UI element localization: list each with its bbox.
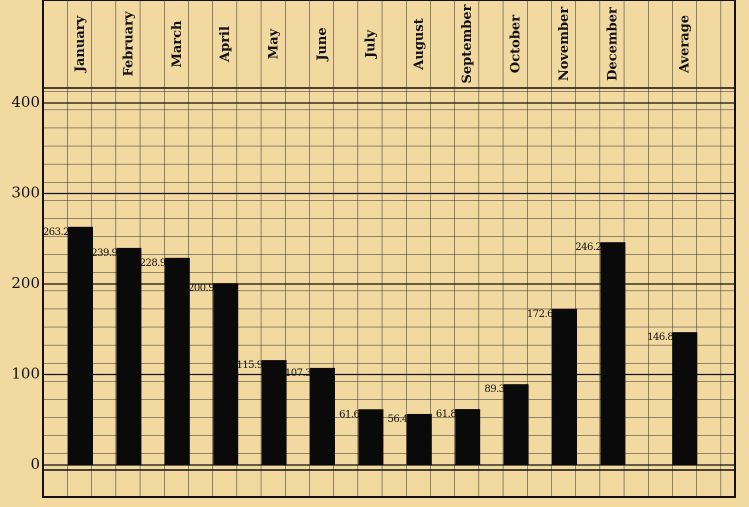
x-tick-label: September: [460, 4, 475, 83]
bar: [213, 283, 239, 465]
frame: [42, 0, 736, 498]
x-tick-label: Average: [677, 15, 692, 74]
y-tick-label: 200: [11, 274, 40, 292]
bar: [455, 409, 481, 465]
value-label: 172.6: [527, 309, 553, 320]
value-label: 115.9: [236, 360, 262, 371]
value-label: 107.3: [285, 368, 311, 379]
x-tick-label: April: [218, 26, 233, 63]
value-label: 200.9: [188, 283, 214, 294]
x-tick-label: October: [509, 15, 524, 73]
value-label: 61.8: [436, 409, 456, 420]
bar: [261, 360, 287, 465]
x-tick-label: July: [363, 30, 378, 60]
x-tick-label: November: [557, 7, 572, 81]
bar: [552, 308, 577, 465]
bar: [310, 367, 335, 465]
bar: [116, 247, 142, 465]
x-tick-label: August: [412, 18, 427, 70]
bar: [68, 226, 93, 465]
value-label: 228.9: [140, 258, 166, 269]
y-tick-label: 300: [11, 184, 40, 202]
x-tick-label: January: [73, 15, 88, 73]
x-tick-label: May: [267, 28, 282, 59]
value-label: 61.6: [339, 409, 359, 420]
bar: [164, 257, 190, 465]
y-tick-label: 100: [11, 365, 40, 383]
bar: [672, 332, 698, 465]
x-tick-label: February: [121, 11, 136, 76]
bar: [358, 409, 384, 465]
y-tick-label: 400: [11, 93, 40, 111]
value-label: 89.3: [484, 384, 504, 395]
y-tick-label: 0: [30, 455, 40, 473]
value-label: 56.4: [388, 414, 408, 425]
value-label: 146.8: [647, 332, 673, 343]
x-tick-label: June: [315, 27, 330, 61]
value-label: 239.9: [91, 248, 117, 259]
x-tick-label: December: [605, 7, 620, 81]
value-label: 246.2: [575, 242, 601, 253]
x-tick-label: March: [170, 20, 185, 68]
bar: [503, 384, 529, 465]
bar: [600, 242, 626, 465]
value-label: 263.2: [43, 227, 69, 238]
bar: [406, 413, 432, 465]
